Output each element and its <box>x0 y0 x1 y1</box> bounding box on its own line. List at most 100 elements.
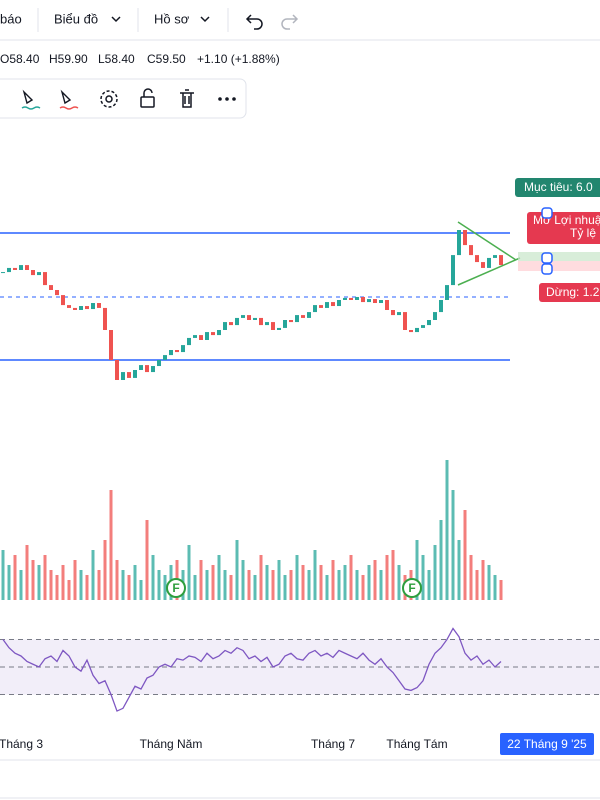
candle-body <box>319 305 323 308</box>
volume-bar <box>271 570 275 600</box>
candle-body <box>463 230 467 246</box>
lock-button[interactable] <box>140 96 155 108</box>
candle-body <box>37 272 41 276</box>
candle-body <box>157 360 161 367</box>
toolbar-item[interactable]: Hồ sơ <box>154 11 190 26</box>
volume-bar <box>73 560 77 600</box>
drawing-toolbar <box>0 78 247 119</box>
volume-bar <box>25 545 29 600</box>
fill-color-swatch <box>59 106 79 110</box>
volume-bar <box>127 575 131 600</box>
handle[interactable] <box>541 207 553 219</box>
candle-body <box>103 307 107 330</box>
more-button[interactable] <box>218 97 236 101</box>
volume-bar <box>313 550 317 600</box>
candle-body <box>169 350 173 356</box>
candle-body <box>409 330 413 333</box>
volume-bar <box>7 565 11 600</box>
candle-body <box>187 337 191 346</box>
volume-bar <box>91 550 95 600</box>
volume-bar <box>205 570 209 600</box>
volume-bar <box>67 580 71 600</box>
volume-bar <box>85 575 89 600</box>
fill-color-button[interactable] <box>60 89 72 105</box>
volume-bar <box>1 550 5 600</box>
candle-body <box>337 300 341 307</box>
candle-body <box>121 372 125 380</box>
candle-body <box>223 322 227 330</box>
profit-label-box <box>527 212 600 244</box>
candle-body <box>361 296 365 303</box>
volume-bar <box>349 555 353 600</box>
date-badge-box <box>500 733 594 755</box>
candle-body <box>469 245 473 256</box>
candle-body <box>235 317 239 326</box>
candle-body <box>259 317 263 326</box>
candle-body <box>283 320 287 328</box>
volume-bar <box>499 580 503 600</box>
candle-body <box>421 325 425 328</box>
volume-bar <box>223 570 227 600</box>
candle-body <box>481 262 485 268</box>
volume-bar <box>241 560 245 600</box>
volume-bar <box>61 565 65 600</box>
handle[interactable] <box>541 263 553 275</box>
volume-bar <box>115 560 119 600</box>
volume-bar <box>79 570 83 600</box>
candle-body <box>1 272 5 274</box>
toolbar-item[interactable]: Biểu đồ <box>54 11 98 26</box>
volume-bar <box>253 575 257 600</box>
volume-bar <box>235 540 239 600</box>
volume-bar <box>325 575 329 600</box>
candle-body <box>49 285 53 290</box>
legend-change: +1.10 (+1.88%) <box>197 52 280 66</box>
redo-button[interactable] <box>281 14 299 30</box>
candle-body <box>355 296 359 300</box>
loss-zone <box>518 261 600 271</box>
candle-body <box>25 265 29 270</box>
settings-button[interactable] <box>100 90 118 108</box>
handle[interactable] <box>541 252 553 264</box>
candle-body <box>31 270 35 276</box>
candle-body <box>397 312 401 316</box>
candle-body <box>343 297 347 300</box>
candle-body <box>181 345 185 353</box>
volume-bar <box>97 570 101 600</box>
x-axis-label: Tháng 7 <box>311 737 355 751</box>
toolbar-item[interactable]: báo <box>0 11 22 26</box>
candle-body <box>163 355 167 360</box>
volume-bar <box>145 520 149 600</box>
volume-bar <box>319 565 323 600</box>
candle-body <box>175 350 179 353</box>
candle-body <box>109 330 113 360</box>
candle-body <box>445 285 449 300</box>
line-color-swatch <box>21 106 41 110</box>
volume-bar <box>367 565 371 600</box>
candle-body <box>73 307 77 310</box>
volume-bar <box>163 575 167 600</box>
volume-bar <box>307 570 311 600</box>
event-marker[interactable] <box>402 578 422 598</box>
x-axis-label: Tháng 3 <box>0 737 43 751</box>
candle-body <box>289 320 293 323</box>
candle-body <box>295 315 299 323</box>
candle-body <box>85 306 89 310</box>
volume-bar <box>385 555 389 600</box>
candle-body <box>253 317 257 320</box>
delete-button[interactable] <box>180 89 194 108</box>
candle-body <box>373 299 377 304</box>
volume-bar <box>151 555 155 600</box>
candle-body <box>97 303 101 308</box>
volume-bar <box>337 570 341 600</box>
target-label-box <box>515 178 600 197</box>
undo-button[interactable] <box>245 14 263 30</box>
volume-bar <box>121 570 125 600</box>
volume-bar <box>361 575 365 600</box>
line-color-button[interactable] <box>22 89 34 105</box>
candle-body <box>19 265 23 270</box>
volume-bar <box>415 540 419 600</box>
triangle-pattern <box>457 221 521 286</box>
volume-bar <box>187 545 191 600</box>
event-marker[interactable] <box>166 578 186 598</box>
